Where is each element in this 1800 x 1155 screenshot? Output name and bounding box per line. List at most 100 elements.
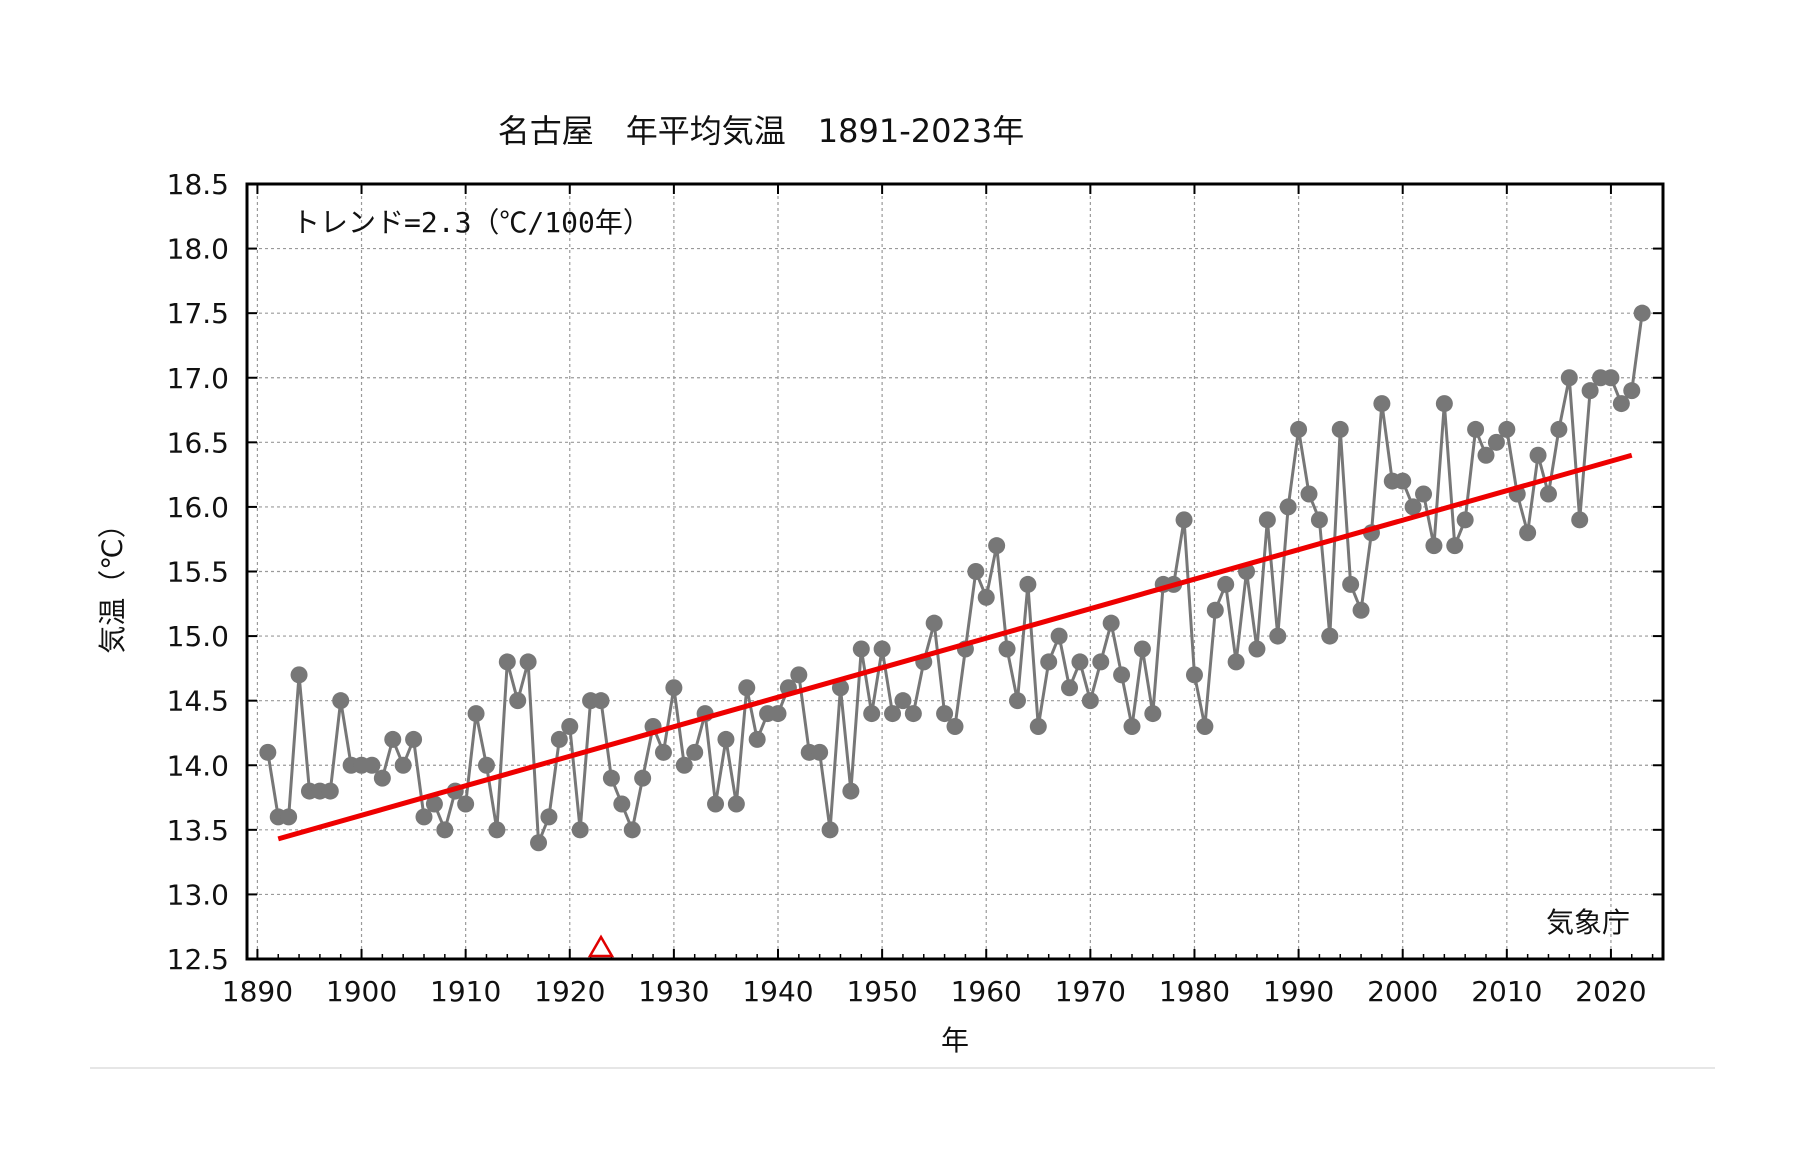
trend-line [277,452,1633,842]
y-tick-label: 14.5 [167,685,229,718]
temperature-point [425,795,443,813]
trend-label: トレンド=2.3（℃/100年） [292,206,651,239]
temperature-point [405,730,423,748]
temperature-point [1113,666,1131,684]
temperature-point [1175,511,1193,529]
x-tick-label: 2010 [1471,975,1542,1008]
temperature-point [321,782,339,800]
series-layer [259,304,1651,852]
y-tick-label: 12.5 [167,943,229,976]
temperature-point [977,588,995,606]
temperature-point [1352,601,1370,619]
temperature-point [1081,692,1099,710]
temperature-point [1602,369,1620,387]
temperature-point [1248,640,1266,658]
temperature-point [1196,718,1214,735]
temperature-point [1477,446,1495,464]
temperature-point [1519,524,1537,542]
temperature-point [821,821,839,839]
temperature-point [571,821,589,839]
temperature-series-line [266,312,1644,844]
x-tick-label: 1970 [1055,975,1126,1008]
temperature-point [1029,718,1047,735]
temperature-point [1342,575,1360,593]
temperature-point [1415,485,1433,503]
temperature-point [1185,666,1203,684]
temperature-point [925,614,943,632]
temperature-point [1102,614,1120,632]
temperature-point [1061,679,1079,697]
temperature-point [1206,601,1224,619]
temperature-point [1227,653,1245,671]
y-tick-label: 18.5 [167,168,229,201]
temperature-point [1456,511,1474,529]
temperature-point [1269,627,1287,645]
temperature-point [769,705,787,723]
temperature-point [1258,511,1276,529]
temperature-point [1435,395,1453,413]
source-label: 気象庁 [1546,906,1630,939]
temperature-point [1612,395,1630,413]
x-tick-label: 1920 [534,975,605,1008]
x-tick-label: 2000 [1367,975,1438,1008]
temperature-point [1300,485,1318,503]
relocation-triangle-marker [587,934,615,958]
temperature-point [1144,705,1162,723]
temperature-point [363,756,381,774]
temperature-point [665,679,683,697]
temperature-point [1290,420,1308,438]
temperature-point [394,756,412,774]
temperature-point [436,821,454,839]
temperature-point [967,563,985,580]
temperature-point [904,705,922,723]
grid [247,183,1663,960]
y-tick-label: 16.5 [167,426,229,459]
temperature-point [1550,420,1568,438]
temperature-point [946,718,964,735]
temperature-point [1394,472,1412,490]
temperature-point [457,795,475,813]
x-tick-label: 1990 [1263,975,1334,1008]
temperature-point [1092,653,1110,671]
temperature-point [1331,420,1349,438]
temperature-point [831,679,849,697]
x-tick-label: 1940 [742,975,813,1008]
temperature-point [707,795,725,813]
temperature-point [654,743,672,761]
temperature-point [467,705,485,723]
temperature-point [1310,511,1328,529]
temperature-point [842,782,860,800]
temperature-point [790,666,808,684]
y-tick-label: 18.0 [167,233,229,266]
temperature-point [592,692,610,710]
temperature-point [1581,382,1599,400]
x-tick-label: 1930 [638,975,709,1008]
temperature-point [894,692,912,710]
y-tick-label: 13.5 [167,814,229,847]
temperature-point [1467,420,1485,438]
temperature-point [280,808,298,826]
temperature-point [634,769,652,787]
temperature-point [1425,537,1443,555]
temperature-point [1321,627,1339,645]
temperature-point [509,692,527,710]
temperature-point [373,769,391,787]
axis-ticks: 1890 1900 1910 1920 1930 1940 1950 1960 1970 1980… [167,168,1663,1008]
temperature-point [259,743,277,761]
temperature-point [1560,369,1578,387]
temperature-point [1008,692,1026,710]
temperature-point [1633,304,1651,322]
temperature-point [873,640,891,658]
temperature-point [561,718,579,735]
temperature-point [540,808,558,826]
temperature-point [1019,575,1037,593]
x-tick-label: 1890 [222,975,293,1008]
x-tick-label: 1950 [846,975,917,1008]
temperature-point [1217,575,1235,593]
temperature-point [477,756,495,774]
temperature-point [998,640,1016,658]
temperature-point [332,692,350,710]
temperature-point [613,795,631,813]
temperature-point [1279,498,1297,516]
temperature-point [415,808,433,826]
